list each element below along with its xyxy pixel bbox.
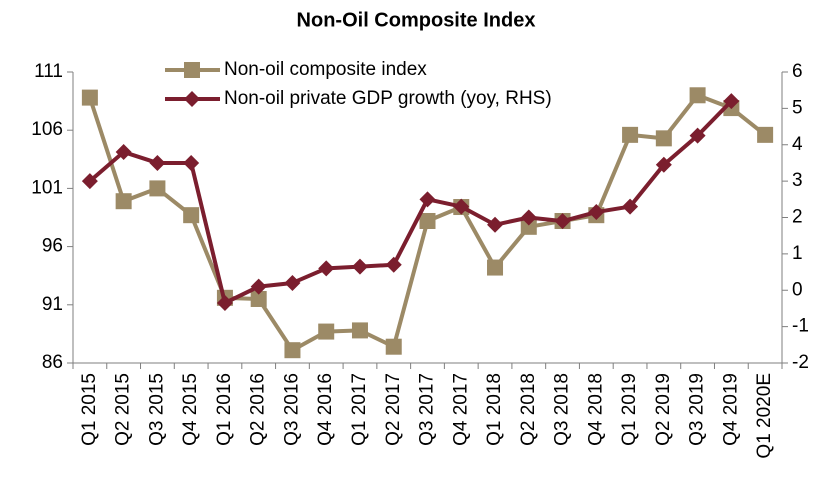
y-tick-label: 96 — [42, 236, 63, 257]
x-tick-label: Q3 2017 — [417, 373, 438, 446]
y-tick-label: 111 — [34, 61, 63, 82]
y-tick-label: 91 — [42, 294, 63, 315]
x-tick-label: Q3 2018 — [552, 373, 573, 446]
marker-square — [520, 218, 537, 235]
marker-diamond — [250, 278, 267, 295]
marker-diamond — [453, 198, 470, 215]
y-tick-label: 101 — [31, 177, 63, 198]
y2-tick-label: 5 — [792, 97, 803, 118]
chart-title: Non-Oil Composite Index — [297, 9, 536, 31]
marker-square — [351, 322, 368, 339]
marker-diamond — [554, 213, 571, 230]
marker-square — [622, 126, 639, 143]
x-tick-label: Q1 2015 — [79, 373, 100, 446]
marker-square — [318, 323, 335, 340]
y-tick-label: 106 — [31, 119, 63, 140]
x-tick-label: Q1 2017 — [349, 373, 370, 446]
y2-tick-label: -1 — [792, 316, 809, 337]
marker-square — [689, 87, 706, 104]
x-tick-label: Q4 2016 — [315, 373, 336, 446]
legend-label: Non-oil composite index — [224, 59, 427, 80]
marker-diamond — [318, 260, 335, 277]
x-tick-label: Q2 2018 — [518, 373, 539, 446]
x-tick-label: Q2 2015 — [113, 373, 134, 446]
marker-diamond — [183, 154, 200, 171]
marker-diamond — [622, 198, 639, 215]
marker-square — [655, 130, 672, 147]
x-tick-label: Q2 2019 — [653, 373, 674, 446]
marker-square — [487, 259, 504, 276]
x-tick-label: Q4 2015 — [180, 373, 201, 446]
y-tick-label: 86 — [42, 352, 63, 373]
y2-tick-label: 6 — [792, 61, 803, 82]
marker-square — [419, 212, 436, 229]
marker-square — [183, 207, 200, 224]
x-tick-label: Q1 2019 — [619, 373, 640, 446]
marker-diamond — [723, 93, 740, 110]
marker-diamond — [81, 173, 98, 190]
y2-tick-label: 0 — [792, 279, 803, 300]
marker-square — [81, 89, 98, 106]
marker-diamond — [149, 154, 166, 171]
marker-diamond — [419, 191, 436, 208]
marker-diamond — [184, 91, 200, 107]
marker-diamond — [588, 204, 605, 221]
legend-label: Non-oil private GDP growth (yoy, RHS) — [224, 88, 552, 109]
marker-diamond — [115, 144, 132, 161]
marker-diamond — [284, 274, 301, 291]
marker-diamond — [487, 216, 504, 233]
marker-diamond — [351, 258, 368, 275]
x-tick-label: Q4 2018 — [585, 373, 606, 446]
x-tick-label: Q3 2016 — [281, 373, 302, 446]
marker-square — [115, 193, 132, 210]
y2-tick-label: 2 — [792, 207, 803, 228]
x-tick-label: Q4 2019 — [720, 373, 741, 446]
y2-tick-label: 3 — [792, 170, 803, 191]
x-tick-label: Q2 2016 — [248, 373, 269, 446]
x-tick-label: Q3 2019 — [687, 373, 708, 446]
x-tick-label: Q2 2017 — [383, 373, 404, 446]
marker-square — [184, 62, 200, 78]
y2-tick-label: 4 — [792, 134, 803, 155]
marker-diamond — [689, 127, 706, 144]
marker-square — [149, 180, 166, 197]
marker-diamond — [520, 209, 537, 226]
marker-diamond — [655, 156, 672, 173]
x-tick-label: Q3 2015 — [146, 373, 167, 446]
marker-square — [284, 342, 301, 359]
y2-tick-label: -2 — [792, 352, 809, 373]
y2-tick-label: 1 — [792, 243, 803, 264]
marker-square — [250, 290, 267, 307]
x-tick-label: Q1 2018 — [484, 373, 505, 446]
x-tick-label: Q1 2016 — [214, 373, 235, 446]
x-tick-label: Q4 2017 — [450, 373, 471, 446]
marker-diamond — [216, 294, 233, 311]
marker-square — [385, 338, 402, 355]
marker-square — [757, 126, 774, 143]
marker-diamond — [385, 256, 402, 273]
x-tick-label: Q1 2020E — [754, 373, 775, 459]
